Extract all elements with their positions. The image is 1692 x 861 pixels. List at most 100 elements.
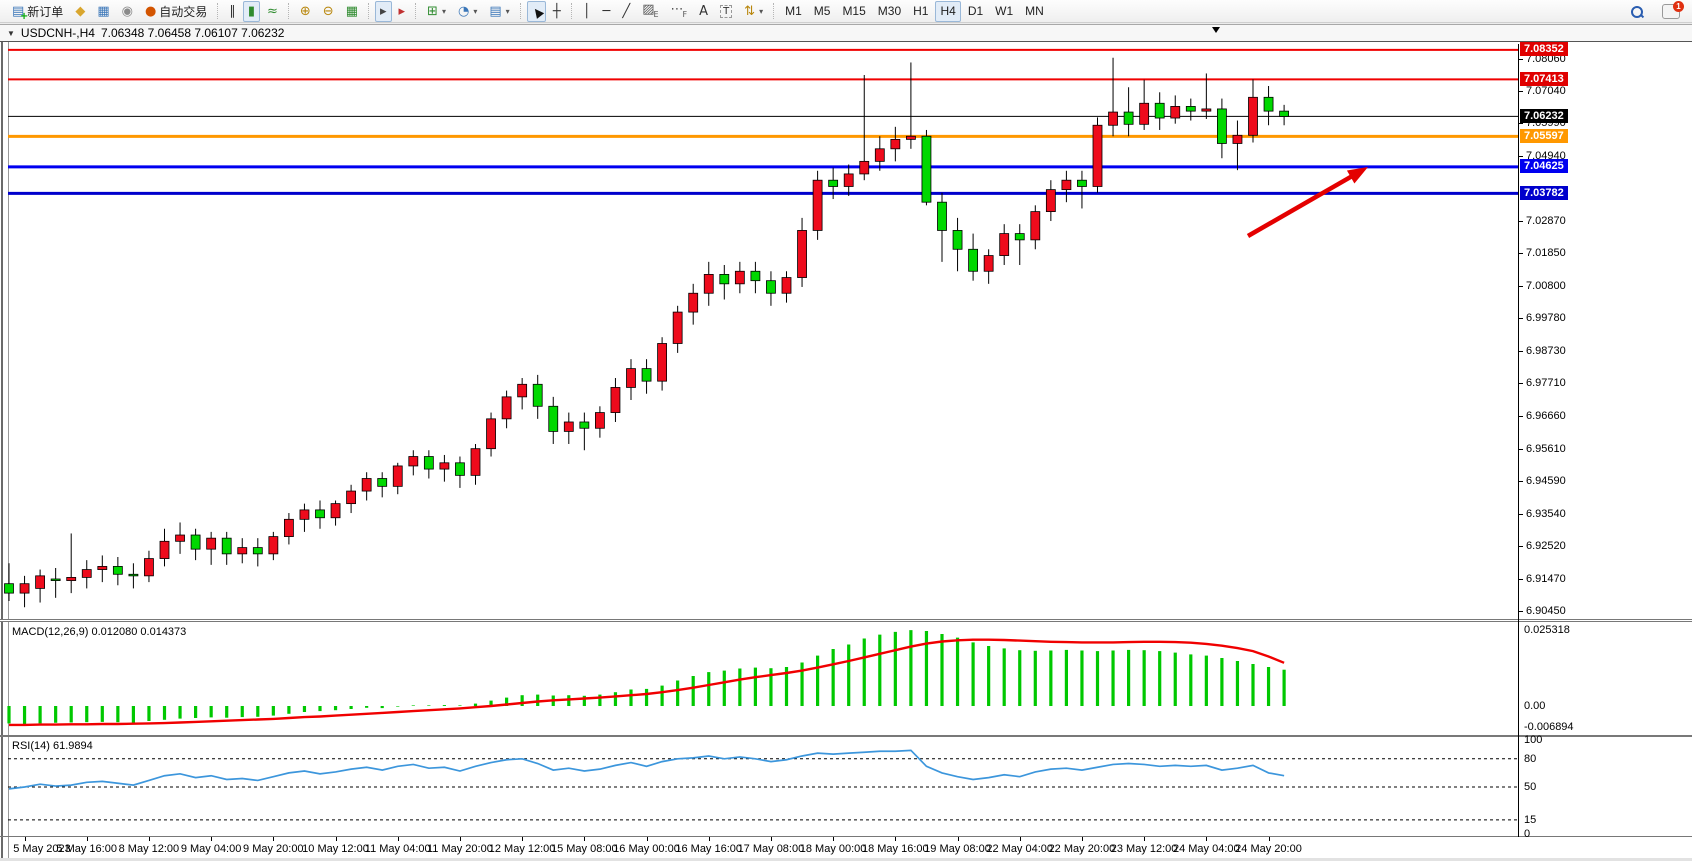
date-tick-mark — [335, 837, 337, 841]
bar-chart-button[interactable]: ∥ — [224, 1, 241, 22]
timeframe-w1[interactable]: W1 — [995, 4, 1014, 18]
publish-chart-button[interactable]: ▦ — [92, 1, 114, 22]
notification-badge: 1 — [1673, 1, 1684, 12]
periods-icon: ◔ — [457, 3, 470, 19]
signals-icon: ◉ — [121, 3, 133, 19]
auto-scroll-button[interactable]: ▸ — [374, 0, 392, 22]
price-tick-label: 6.98730 — [1526, 345, 1566, 358]
arrows-button[interactable]: ⇅ ▾ — [739, 1, 768, 22]
chevron-down-icon[interactable]: ▼ — [7, 28, 15, 38]
line-chart-button[interactable]: ≈ — [262, 1, 283, 22]
pane-separator[interactable] — [0, 619, 1692, 622]
candles — [4, 57, 1289, 608]
crosshair-button[interactable]: ┼ — [548, 1, 566, 22]
price-tag: 7.05597 — [1520, 128, 1568, 143]
zoom-in-icon: ⊕ — [299, 3, 311, 19]
price-tick-label: 6.99780 — [1526, 312, 1566, 325]
cursor-icon: ▲ — [528, 3, 545, 21]
timeframe-m1[interactable]: M1 — [785, 4, 802, 18]
trendline-button[interactable]: ╱ — [617, 1, 635, 22]
date-tick-mark — [646, 837, 648, 841]
timeframe-m5[interactable]: M5 — [813, 4, 831, 18]
main-chart-canvas[interactable] — [0, 44, 1692, 619]
date-tick-label: 16 May 16:00 — [675, 843, 743, 855]
date-tick-label: 12 May 12:00 — [488, 843, 556, 855]
date-tick-mark — [459, 837, 461, 841]
price-tick-mark — [1519, 90, 1523, 92]
chevron-down-icon: ▾ — [759, 6, 764, 16]
date-tick-label: 22 May 04:00 — [986, 843, 1054, 855]
trend-arrow-annotation[interactable] — [1246, 167, 1368, 238]
date-tick-mark — [273, 837, 275, 841]
rsi-scale-label: 80 — [1524, 752, 1537, 765]
indicators-button[interactable]: ⊞ ▾ — [422, 1, 451, 22]
price-tick-mark — [1519, 221, 1523, 223]
horizontal-line-button[interactable]: ─ — [598, 1, 616, 22]
date-tick-label: 5 May 16:00 — [56, 843, 117, 855]
date-tick-mark — [211, 837, 213, 841]
arrows-icon: ⇅ — [744, 3, 756, 19]
autotrading-button[interactable]: ● 自动交易 — [140, 1, 212, 22]
macd-canvas[interactable] — [0, 622, 1692, 735]
timeframe-h1[interactable]: H1 — [913, 4, 929, 18]
publish-chart-icon: ▦ — [97, 3, 110, 19]
price-tick-mark — [1519, 546, 1523, 548]
price-tick-mark — [1519, 123, 1523, 125]
chart-ohlc-values: 7.06348 7.06458 7.06107 7.06232 — [100, 26, 285, 40]
zoom-out-button[interactable]: ⊖ — [318, 1, 339, 22]
new-order-button[interactable]: ▤ + 新订单 — [7, 1, 68, 22]
toolbar-separator — [773, 3, 775, 19]
search-button[interactable] — [1625, 1, 1649, 22]
crosshair-icon: ┼ — [552, 3, 561, 19]
rsi-scale-label: 15 — [1524, 813, 1537, 826]
vertical-line-button[interactable]: │ — [578, 1, 596, 22]
timeframe-m15[interactable]: M15 — [842, 4, 866, 18]
date-tick-label: 5 May 2023 — [13, 843, 71, 855]
price-tick-mark — [1519, 416, 1523, 418]
candlestick-button[interactable]: ▮ — [242, 0, 260, 22]
equidistant-channel-icon: ▨E — [642, 2, 659, 19]
depth-of-market-button[interactable]: ◆ — [70, 1, 90, 22]
price-tag: 7.04625 — [1520, 159, 1568, 174]
text-button[interactable]: A — [694, 1, 713, 22]
text-label-icon: T — [720, 4, 733, 18]
macd-label: MACD(12,26,9) 0.012080 0.014373 — [12, 626, 187, 638]
equidistant-channel-button[interactable]: ▨E — [637, 1, 663, 22]
date-tick-label: 11 May 04:00 — [364, 843, 431, 855]
price-tick-mark — [1519, 351, 1523, 353]
date-tick-label: 9 May 04:00 — [180, 843, 242, 855]
signals-button[interactable]: ◉ — [117, 1, 138, 22]
notifications-button[interactable]: 1 — [1657, 1, 1685, 22]
price-tick-mark — [1519, 449, 1523, 451]
pane-separator[interactable] — [0, 735, 1692, 737]
price-tick-mark — [1519, 318, 1523, 320]
chat-bubble-icon: 1 — [1662, 1, 1684, 19]
timeframe-h4[interactable]: H4 — [935, 0, 961, 22]
rsi-scale-label: 100 — [1524, 734, 1543, 746]
templates-button[interactable]: ▤ ▾ — [484, 1, 514, 22]
price-axis[interactable]: 7.08060 7.07040 7.05990 7.04940 7.02870 7.018… — [1519, 42, 1691, 840]
horizontal-line-icon: ─ — [602, 3, 611, 19]
timeframe-mn[interactable]: MN — [1025, 4, 1044, 18]
date-tick-label: 9 May 20:00 — [243, 843, 304, 855]
zoom-in-button[interactable]: ⊕ — [295, 1, 316, 22]
toolbar-separator — [367, 3, 370, 19]
timeframe-d1[interactable]: D1 — [967, 4, 984, 18]
rsi-label: RSI(14) 61.9894 — [12, 740, 93, 752]
periods-button[interactable]: ◔ ▾ — [453, 1, 482, 22]
price-tick-label: 7.07040 — [1526, 84, 1566, 97]
rsi-canvas[interactable] — [0, 737, 1692, 836]
price-tick-label: 7.02870 — [1526, 215, 1566, 228]
chart-title-bar[interactable]: ▼ USDCNH-,H4 7.06348 7.06458 7.06107 7.0… — [0, 24, 1692, 42]
fibonacci-button[interactable]: ⋯F — [666, 1, 693, 22]
cursor-button[interactable]: ▲ — [526, 0, 546, 22]
toolbar-separator — [217, 3, 219, 19]
price-tick-mark — [1519, 58, 1523, 60]
chart-shift-button[interactable]: ▸ — [394, 1, 411, 22]
date-tick-mark — [1268, 837, 1270, 841]
text-label-button[interactable]: T — [715, 1, 737, 22]
tile-windows-button[interactable]: ▦ — [341, 1, 363, 22]
date-axis[interactable]: 5 May 2023 5 May 16:00 8 May 12:00 9 May 04… — [0, 837, 1692, 860]
timeframe-m30[interactable]: M30 — [877, 4, 902, 18]
rsi-scale-label: 0 — [1524, 828, 1531, 840]
